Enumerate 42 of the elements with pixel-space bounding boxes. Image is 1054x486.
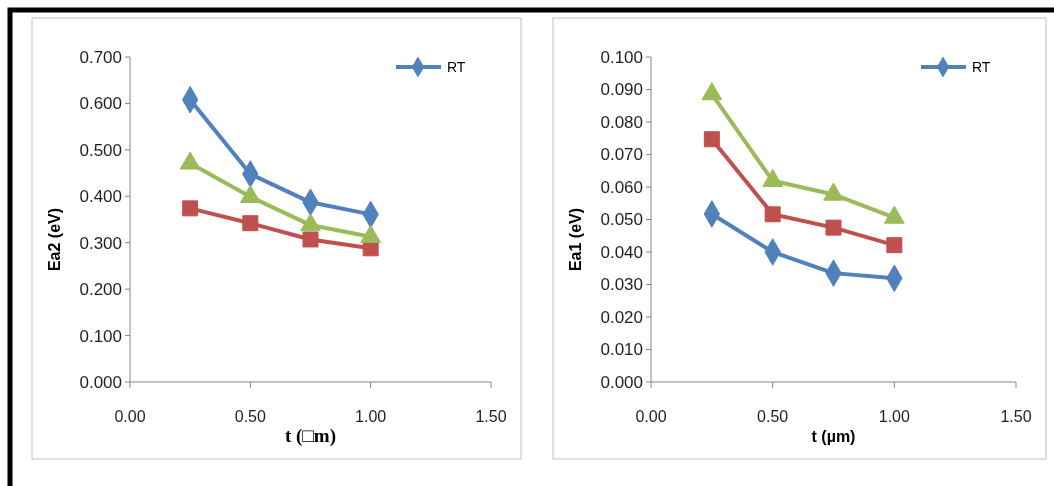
y-tick-label: 0.040 [600, 242, 643, 262]
x-tick-label: 1.00 [355, 408, 387, 425]
y-tick-label: 0.090 [600, 80, 643, 100]
y-tick-label: 0.020 [600, 307, 643, 327]
y-tick-label: 0.100 [79, 326, 122, 346]
y-tick-label: 0.400 [79, 187, 122, 207]
point [886, 237, 903, 254]
legend-label: RT [972, 58, 991, 75]
legend-label: RT [447, 58, 466, 75]
x-tick-label: 1.00 [878, 408, 911, 425]
point [182, 200, 199, 217]
y-axis-title: Ea1 (eV) [567, 207, 584, 272]
y-tick-label: 0.500 [79, 140, 122, 160]
point [825, 219, 842, 236]
x-tick-label: 0.00 [635, 408, 667, 425]
y-axis-title: Ea2 (eV) [46, 207, 63, 272]
x-tick-label: 1.50 [1000, 408, 1032, 425]
x-tick-label: 0.50 [234, 408, 267, 425]
x-tick-label: 0.50 [757, 408, 789, 425]
point [242, 215, 259, 232]
point [764, 206, 781, 223]
y-tick-label: 0.080 [600, 112, 643, 132]
y-tick-label: 0.070 [600, 145, 643, 165]
x-axis-title: t (□m) [284, 425, 337, 447]
x-tick-label: 0.00 [114, 408, 146, 425]
x-tick-label: 1.50 [475, 408, 507, 425]
y-tick-label: 0.030 [600, 275, 643, 295]
y-tick-label: 0.050 [600, 210, 643, 230]
point [762, 168, 784, 188]
point [823, 182, 844, 201]
y-tick-label: 0.000 [79, 372, 122, 392]
point [701, 82, 723, 101]
y-tick-label: 0.700 [79, 47, 122, 67]
y-tick-label: 0.010 [600, 340, 643, 360]
y-tick-label: 0.060 [600, 177, 643, 197]
y-tick-label: 0.100 [600, 47, 643, 67]
y-tick-label: 0.300 [79, 233, 122, 253]
y-tick-label: 0.600 [79, 94, 122, 114]
y-tick-label: 0.000 [600, 372, 643, 392]
point [302, 231, 319, 248]
y-tick-label: 0.200 [79, 280, 122, 300]
x-axis-title: t (µm) [811, 428, 856, 445]
